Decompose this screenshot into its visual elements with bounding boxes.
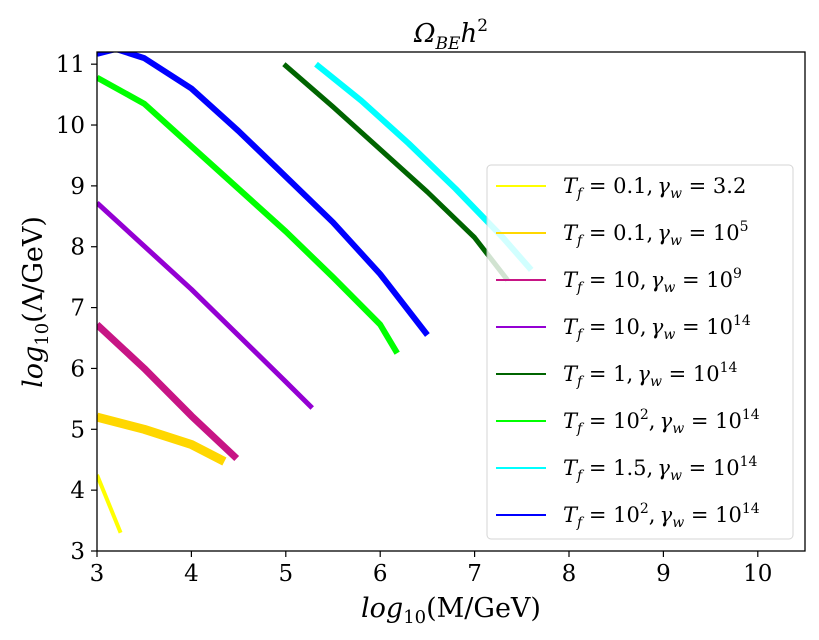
legend-label-3: Tf = 10, γw = 109	[563, 266, 742, 296]
x-axis-label: log10(M/GeV)	[361, 593, 541, 628]
series-line-4	[97, 201, 314, 410]
legend-frame	[486, 164, 794, 540]
chart-title: ΩBEh2	[413, 16, 488, 54]
x-tick-label: 3	[90, 561, 105, 587]
legend-label-2: Tf = 0.1, γw = 105	[563, 219, 749, 249]
y-tick-label: 5	[70, 417, 85, 443]
y-tick-label: 8	[70, 235, 85, 261]
series-line-1	[97, 474, 123, 534]
legend: Tf = 0.1, γw = 3.2 Tf = 0.1, γw = 105 Tf =…	[486, 164, 794, 540]
x-tick-label: 9	[656, 561, 671, 587]
y-tick-label: 7	[70, 296, 85, 322]
legend-label-7: Tf = 1.5, γw = 1014	[563, 454, 758, 484]
series-line-5	[282, 62, 510, 282]
y-tick-label: 3	[70, 539, 85, 565]
series-line-8	[97, 52, 430, 337]
y-axis-label: log10(Λ/GeV)	[18, 216, 53, 388]
legend-label-4: Tf = 10, γw = 1014	[563, 313, 751, 343]
plot-frame	[96, 51, 806, 552]
x-tick-label: 5	[278, 561, 293, 587]
y-tick-label: 11	[56, 52, 85, 78]
x-tick-label: 10	[743, 561, 772, 587]
x-tick-label: 8	[562, 561, 577, 587]
series-line-2	[97, 412, 227, 466]
x-tick-label: 7	[467, 561, 482, 587]
x-tick-label: 6	[373, 561, 388, 587]
y-tick-label: 9	[70, 174, 85, 200]
series-line-6	[97, 74, 400, 355]
x-tick-label: 4	[184, 561, 199, 587]
y-tick-label: 10	[56, 113, 85, 139]
series-lines	[97, 52, 534, 534]
axes: 3 4 5 6 7 8 9 10 3 4 5 6 7 8 9 10 11	[56, 51, 806, 587]
y-tick-label: 6	[70, 356, 85, 382]
legend-label-1: Tf = 0.1, γw = 3.2	[563, 174, 746, 202]
legend-label-5: Tf = 1, γw = 1014	[563, 360, 738, 390]
series-line-3	[97, 322, 240, 462]
legend-label-6: Tf = 102, γw = 1014	[563, 407, 760, 437]
legend-label-8: Tf = 102, γw = 1014	[563, 501, 760, 531]
y-tick-label: 4	[70, 478, 85, 504]
